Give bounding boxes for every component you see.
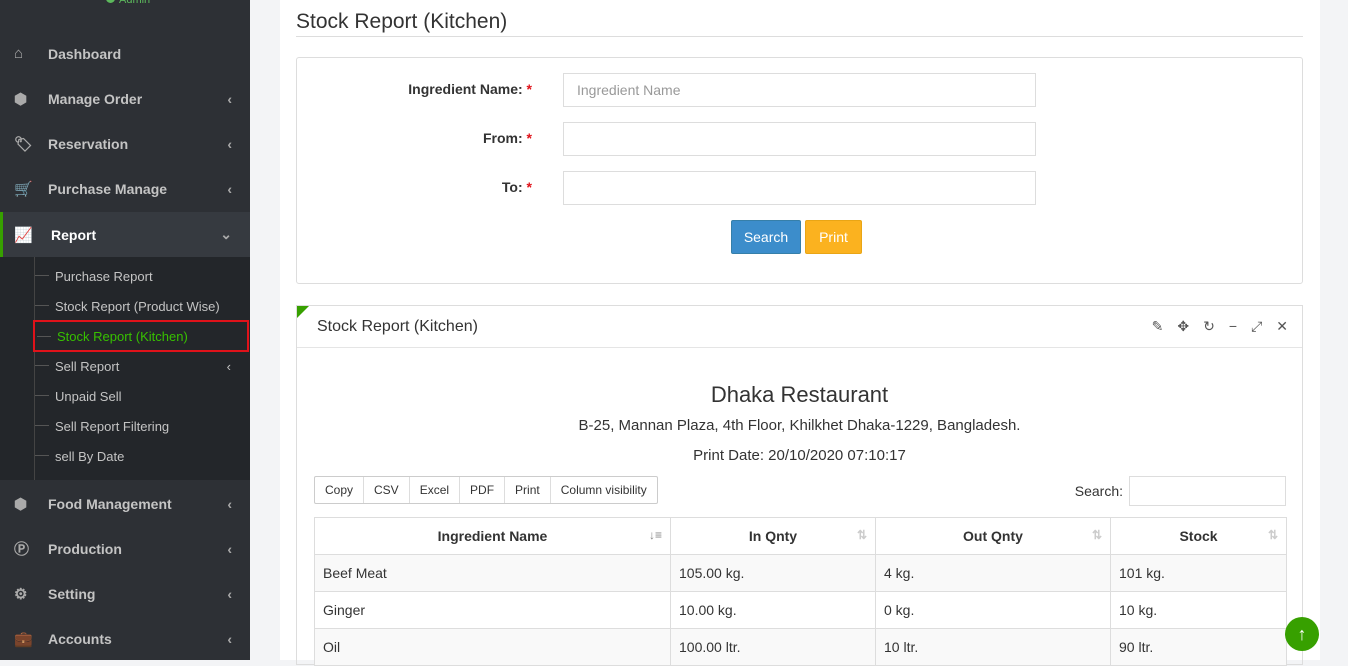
print-button[interactable]: Print	[805, 220, 862, 254]
ingredient-name-input[interactable]	[563, 73, 1036, 107]
arrow-up-icon: ↑	[1297, 624, 1307, 644]
export-buttons: Copy CSV Excel PDF Print Column visibili…	[314, 476, 658, 504]
sidebar-item-report[interactable]: 📈 Report ⌄	[0, 212, 250, 257]
sort-icon: ⇅	[856, 528, 867, 542]
cube-icon: ⬢	[14, 90, 28, 108]
close-icon[interactable]: ✕	[1276, 318, 1288, 334]
chevron-left-icon: ‹	[227, 585, 232, 602]
main-content: Stock Report (Kitchen) Ingredient Name: …	[280, 0, 1320, 666]
user-status: Admin	[106, 0, 150, 6]
copy-button[interactable]: Copy	[315, 477, 365, 503]
sort-icon: ⇅	[1091, 528, 1102, 542]
fullscreen-icon[interactable]: ⤢	[1251, 318, 1263, 334]
label: Purchase Manage	[48, 180, 168, 197]
submenu-unpaid-sell[interactable]: Unpaid Sell	[33, 381, 249, 411]
label: Food Management	[48, 495, 172, 512]
chevron-left-icon: ‹	[226, 358, 231, 374]
briefcase-icon: 💼	[14, 630, 33, 648]
csv-button[interactable]: CSV	[364, 477, 410, 503]
product-icon: Ⓟ	[14, 541, 30, 558]
label: Reservation	[48, 135, 129, 152]
submenu-sell-report[interactable]: Sell Report ‹	[33, 351, 249, 381]
gear-icon: ⚙	[14, 585, 28, 603]
search-label: Search:	[1074, 483, 1123, 499]
column-visibility-button[interactable]: Column visibility	[560, 483, 647, 497]
submenu-purchase-report[interactable]: Purchase Report	[33, 261, 249, 291]
sidebar-item-accounts[interactable]: 💼 Accounts ‹	[0, 616, 250, 661]
label: Report	[51, 226, 97, 243]
report-panel: Stock Report (Kitchen) ✎ ✥ ↻ − ⤢ ✕ Dhaka Rest…	[296, 305, 1303, 666]
filter-form: Ingredient Name: * From: * To: * Search …	[296, 57, 1303, 284]
restaurant-address: B-25, Mannan Plaza, 4th Floor, Khilkhet …	[578, 417, 1021, 434]
sidebar-item-purchase-manage[interactable]: 🛒 Purchase Manage ‹	[0, 166, 250, 211]
table-row: Beef Meat 105.00 kg. 4 kg. 101 kg.	[314, 554, 1287, 592]
restaurant-name: Dhaka Restaurant	[710, 382, 889, 407]
search-button[interactable]: Search	[731, 220, 801, 254]
label: Accounts	[48, 630, 112, 647]
print-date: Print Date: 20/10/2020 07:10:17	[693, 447, 906, 464]
page-title: Stock Report (Kitchen)	[296, 10, 508, 33]
from-date-input[interactable]	[563, 122, 1036, 156]
chevron-left-icon: ‹	[227, 180, 232, 197]
move-icon[interactable]: ✥	[1177, 318, 1190, 334]
cart-icon: 🛒	[14, 180, 33, 198]
chevron-left-icon: ‹	[227, 630, 232, 647]
pencil-icon[interactable]: ✎	[1151, 318, 1164, 334]
cube-icon: ⬢	[14, 495, 28, 513]
stock-table: Ingredient Name ↓≡ In Qnty ⇅ Out Qnty ⇅ Sto…	[314, 517, 1287, 666]
table-row: Ginger 10.00 kg. 0 kg. 10 kg.	[314, 591, 1287, 629]
chevron-left-icon: ‹	[227, 540, 232, 557]
pdf-button[interactable]: PDF	[460, 477, 506, 503]
refresh-icon[interactable]: ↻	[1203, 318, 1215, 334]
column-header[interactable]: Ingredient Name ↓≡	[314, 517, 671, 555]
sidebar-item-reservation[interactable]: 🏷 Reservation ‹	[0, 121, 250, 166]
line-chart-icon: 📈	[14, 226, 33, 244]
column-header[interactable]: Out Qnty ⇅	[875, 517, 1111, 555]
sidebar: Admin ⌂ Dashboard ⬢ Manage Order ‹ 🏷 Reserva…	[0, 0, 250, 660]
submenu-stock-report-kitchen[interactable]: Stock Report (Kitchen)	[33, 320, 249, 352]
chevron-down-icon: ⌄	[220, 226, 232, 242]
sort-icon: ⇅	[1267, 528, 1278, 542]
sidebar-item-production[interactable]: Ⓟ Production ‹	[0, 526, 250, 571]
label: Production	[48, 540, 122, 557]
sidebar-item-setting[interactable]: ⚙ Setting ‹	[0, 571, 250, 616]
submenu-sell-by-date[interactable]: sell By Date	[33, 441, 249, 471]
submenu-stock-report-product-wise[interactable]: Stock Report (Product Wise)	[33, 291, 249, 321]
label: Manage Order	[48, 90, 143, 107]
sidebar-item-dashboard[interactable]: ⌂ Dashboard	[0, 31, 250, 76]
label: Sell Report	[55, 358, 120, 374]
tags-icon: 🏷	[14, 135, 34, 153]
to-label: To: *	[501, 179, 532, 195]
print-table-button[interactable]: Print	[505, 477, 551, 503]
chevron-left-icon: ‹	[227, 90, 232, 107]
column-header[interactable]: Stock ⇅	[1110, 517, 1287, 555]
home-icon: ⌂	[14, 45, 24, 62]
label: Setting	[48, 585, 96, 602]
scroll-to-top-button[interactable]: ↑	[1285, 617, 1319, 651]
user-role: Admin	[119, 0, 151, 6]
sort-asc-icon: ↓≡	[648, 528, 662, 542]
sidebar-item-food-management[interactable]: ⬢ Food Management ‹	[0, 481, 250, 526]
label: Dashboard	[48, 45, 122, 62]
report-submenu: Purchase Report Stock Report (Product Wi…	[0, 257, 250, 480]
to-date-input[interactable]	[563, 171, 1036, 205]
ingredient-label: Ingredient Name: *	[408, 81, 532, 97]
from-label: From: *	[482, 130, 532, 146]
chevron-left-icon: ‹	[227, 135, 232, 152]
minimize-icon[interactable]: −	[1228, 318, 1238, 334]
chevron-left-icon: ‹	[227, 495, 232, 512]
submenu-sell-report-filtering[interactable]: Sell Report Filtering	[33, 411, 249, 441]
online-dot-icon	[106, 0, 115, 3]
column-header[interactable]: In Qnty ⇅	[670, 517, 876, 555]
excel-button[interactable]: Excel	[410, 477, 461, 503]
table-search-input[interactable]	[1129, 476, 1286, 506]
sidebar-item-manage-order[interactable]: ⬢ Manage Order ‹	[0, 76, 250, 121]
panel-title: Stock Report (Kitchen)	[317, 317, 478, 335]
